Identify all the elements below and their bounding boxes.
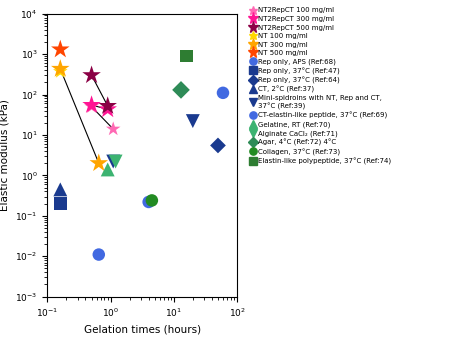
Point — [148, 198, 155, 203]
Y-axis label: Elastic modulus (kPa): Elastic modulus (kPa) — [0, 99, 10, 211]
Point — [56, 66, 64, 72]
Point — [109, 126, 117, 132]
Point — [219, 90, 227, 95]
Legend: NT2RepCT 100 mg/ml, NT2RepCT 300 mg/ml, NT2RepCT 500 mg/ml, NT 100 mg/ml, NT 300: NT2RepCT 100 mg/ml, NT2RepCT 300 mg/ml, … — [250, 7, 392, 165]
Point — [56, 69, 64, 74]
Point — [56, 187, 64, 192]
Point — [189, 118, 197, 124]
Point — [214, 143, 222, 148]
Point — [88, 104, 95, 109]
Point — [112, 159, 119, 164]
Point — [95, 161, 102, 166]
Point — [104, 107, 111, 112]
Point — [183, 53, 191, 59]
Point — [88, 102, 95, 108]
Point — [145, 199, 153, 205]
Point — [88, 73, 95, 78]
Point — [56, 201, 64, 206]
X-axis label: Gelation times (hours): Gelation times (hours) — [83, 324, 201, 334]
Point — [104, 167, 111, 172]
Point — [109, 159, 117, 164]
Point — [104, 103, 111, 109]
Point — [56, 47, 64, 52]
Point — [95, 252, 102, 257]
Point — [177, 87, 185, 93]
